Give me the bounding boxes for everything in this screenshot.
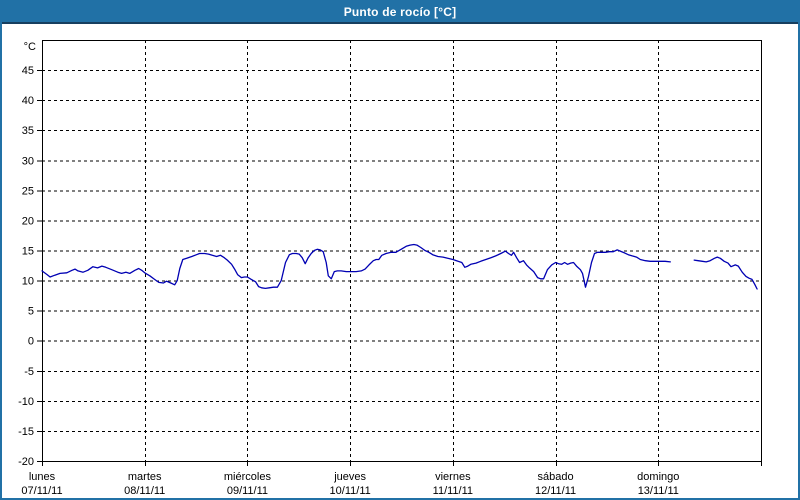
- y-axis-labels: °C 45 40 35 30 25 20 15 10 5 0 -5 -10 -15 -20: [18, 41, 36, 468]
- x-day-label: viernes: [435, 471, 471, 483]
- y-tick-label: 5: [28, 306, 34, 318]
- x-day-label: martes: [128, 471, 162, 483]
- y-tick-label: 40: [22, 95, 34, 107]
- dew-point-line: [41, 243, 758, 290]
- x-day-label: lunes: [29, 471, 56, 483]
- dew-point-chart: °C 45 40 35 30 25 20 15 10 5 0 -5 -10 -15 -20 lunes 07/1…: [18, 40, 762, 497]
- y-tick-label: 45: [22, 65, 34, 77]
- y-axis-unit-label: °C: [24, 41, 36, 53]
- x-date-label: 09/11/11: [227, 485, 268, 497]
- y-tick-label: -20: [18, 456, 34, 468]
- dew-point-line-segment: [41, 243, 671, 290]
- x-day-label: sábado: [538, 471, 574, 483]
- x-date-label: 07/11/11: [21, 485, 62, 497]
- y-tick-label: 35: [22, 125, 34, 137]
- y-tick-label: 10: [22, 276, 34, 288]
- x-date-label: 10/11/11: [330, 485, 371, 497]
- x-day-label: jueves: [333, 471, 366, 483]
- plot-border: [42, 40, 762, 462]
- y-tick-label: 20: [22, 215, 34, 227]
- x-axis-labels: lunes 07/11/11 martes 08/11/11 miércoles 09/1…: [21, 471, 679, 497]
- axis-ticks: [37, 70, 762, 466]
- x-day-label: miércoles: [224, 471, 272, 483]
- x-date-label: 12/11/11: [535, 485, 576, 497]
- dew-point-line-segment: [693, 256, 758, 290]
- titlebar: Punto de rocío [°C]: [2, 2, 798, 24]
- x-date-label: 11/11/11: [433, 485, 473, 497]
- y-tick-label: 30: [22, 155, 34, 167]
- y-tick-label: 15: [22, 246, 34, 258]
- y-tick-label: 0: [28, 336, 34, 348]
- x-date-label: 08/11/11: [124, 485, 165, 497]
- gridlines: [42, 40, 761, 461]
- y-tick-label: 25: [22, 185, 34, 197]
- x-day-label: domingo: [637, 471, 679, 483]
- chart-area: °C 45 40 35 30 25 20 15 10 5 0 -5 -10 -15 -20 lunes 07/1…: [2, 24, 798, 498]
- window-title: Punto de rocío [°C]: [343, 5, 457, 19]
- y-tick-label: -10: [18, 396, 34, 408]
- y-tick-label: -15: [18, 426, 34, 438]
- y-tick-label: -5: [24, 366, 34, 378]
- x-date-label: 13/11/11: [638, 485, 679, 497]
